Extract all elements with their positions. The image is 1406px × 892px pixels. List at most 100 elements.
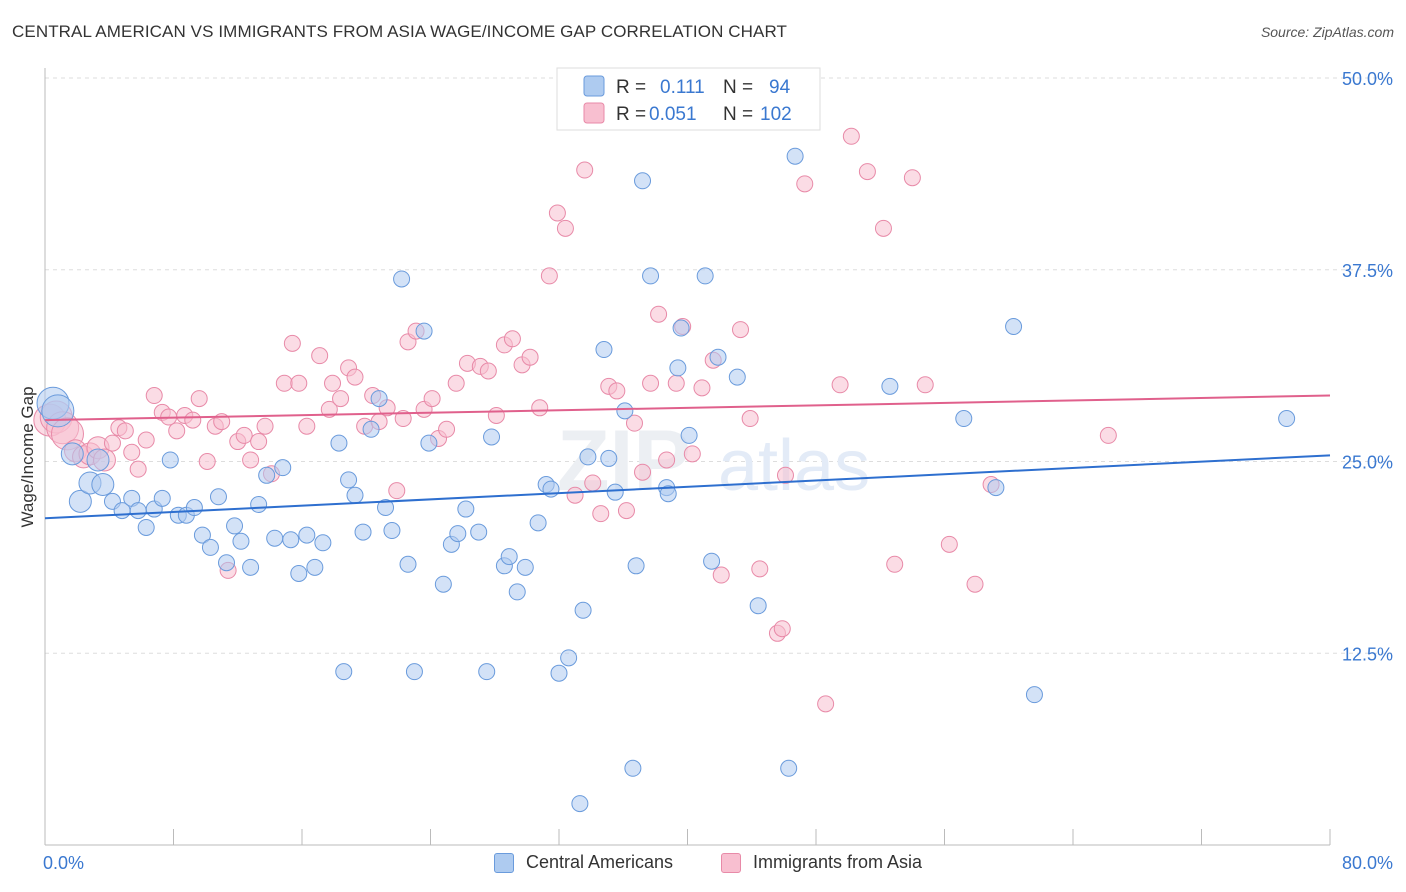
immigrants-from-asia-point — [576, 161, 594, 179]
central-americans-point — [606, 483, 624, 501]
central-americans-point — [282, 531, 300, 549]
immigrants-from-asia-point — [250, 433, 268, 451]
central-americans-point — [1278, 410, 1296, 428]
central-americans-point — [298, 526, 316, 544]
immigrants-from-asia-point — [642, 374, 660, 392]
central-americans-point — [218, 554, 236, 572]
immigrants-from-asia-point — [332, 390, 350, 408]
immigrants-from-asia-point — [346, 368, 364, 386]
immigrants-from-asia-point — [592, 505, 610, 523]
central-americans-point — [696, 267, 714, 285]
legend-swatch-immigrants-from-asia — [721, 852, 741, 873]
immigrants-from-asia-point — [886, 555, 904, 573]
central-americans-point — [137, 518, 155, 536]
immigrants-from-asia-point — [324, 374, 342, 392]
immigrants-from-asia-point — [548, 204, 566, 222]
central-americans-point — [642, 267, 660, 285]
central-americans-point — [1025, 686, 1043, 704]
central-americans-point — [500, 548, 518, 566]
immigrants-from-asia-point — [521, 348, 539, 366]
immigrants-from-asia-point — [320, 400, 338, 418]
central-americans-point — [314, 534, 332, 552]
immigrants-from-asia-point — [531, 399, 549, 417]
immigrants-from-asia-point — [817, 695, 835, 713]
central-americans-point — [60, 442, 84, 466]
central-americans-point — [728, 368, 746, 386]
immigrants-from-asia-point — [137, 431, 155, 449]
central-americans-point — [470, 523, 488, 541]
central-americans-point — [560, 649, 578, 667]
central-americans-point — [508, 583, 526, 601]
legend-item-immigrants-from-asia: Immigrants from Asia — [721, 852, 922, 873]
stats-swatch-blue — [583, 75, 605, 97]
immigrants-from-asia-point — [438, 420, 456, 438]
immigrants-from-asia-point — [388, 482, 406, 500]
central-americans-point — [399, 555, 417, 573]
immigrants-from-asia-point — [776, 466, 794, 484]
central-americans-point — [86, 448, 110, 472]
immigrants-from-asia-point — [773, 620, 791, 638]
central-americans-point — [274, 459, 292, 477]
immigrants-from-asia-point — [608, 382, 626, 400]
immigrants-from-asia-point — [1099, 426, 1117, 444]
stats-n-label-blue: N = — [723, 77, 753, 98]
central-americans-point — [383, 522, 401, 540]
legend-label-central-americans: Central Americans — [526, 852, 674, 872]
y-tick-label: 37.5% — [1342, 261, 1393, 281]
y-tick-label: 50.0% — [1342, 69, 1393, 89]
stats-n-value-pink: 102 — [760, 104, 792, 125]
immigrants-from-asia-point — [103, 434, 121, 452]
stats-n-label-pink: N = — [723, 104, 753, 125]
x-tick-label-min: 0.0% — [43, 853, 84, 873]
central-americans-point — [616, 402, 634, 420]
central-americans-point — [68, 489, 92, 513]
immigrants-from-asia-point — [298, 417, 316, 435]
x-tick-label-max: 80.0% — [1342, 853, 1393, 873]
immigrants-from-asia-point — [658, 451, 676, 469]
immigrants-from-asia-point — [311, 347, 329, 365]
central-americans-point — [672, 319, 690, 337]
series-central-americans-points — [36, 147, 1296, 813]
central-americans-point — [780, 759, 798, 777]
immigrants-from-asia-point — [290, 374, 308, 392]
immigrants-from-asia-point — [129, 460, 147, 478]
immigrants-from-asia-point — [916, 376, 934, 394]
immigrants-from-asia-point — [683, 445, 701, 463]
central-americans-point — [226, 517, 244, 535]
immigrants-from-asia-point — [503, 330, 521, 348]
immigrants-from-asia-point — [650, 305, 668, 323]
central-americans-point — [434, 575, 452, 593]
central-americans-point — [405, 663, 423, 681]
central-americans-point — [185, 499, 203, 517]
trend-lines — [44, 394, 1331, 520]
central-americans-point — [242, 558, 260, 576]
stats-r-value-blue: 0.111 — [660, 77, 705, 98]
axes: 0.0% 80.0% — [43, 68, 1393, 873]
central-americans-point — [209, 488, 227, 506]
stats-n-value-blue: 94 — [769, 77, 791, 98]
stats-r-label-pink: R = — [616, 104, 646, 125]
immigrants-from-asia-point — [190, 390, 208, 408]
central-americans-point — [483, 428, 501, 446]
y-axis-title: Wage/Income Gap — [18, 386, 37, 527]
central-americans-point — [600, 449, 618, 467]
immigrants-from-asia-point — [584, 474, 602, 492]
immigrants-from-asia-point — [275, 374, 293, 392]
immigrants-from-asia-point — [712, 566, 730, 584]
stats-swatch-pink — [583, 102, 605, 124]
central-americans-point — [362, 420, 380, 438]
central-americans-point — [595, 341, 613, 359]
central-americans-point — [330, 434, 348, 452]
central-americans-point — [703, 552, 721, 570]
legend-item-central-americans: Central Americans — [494, 852, 673, 873]
immigrants-from-asia-point — [556, 219, 574, 237]
central-americans-point — [258, 466, 276, 484]
central-americans-point — [420, 434, 438, 452]
central-americans-point — [370, 390, 388, 408]
central-americans-point — [955, 410, 973, 428]
trend-line-immigrants-from-asia — [44, 394, 1331, 422]
central-americans-point — [579, 448, 597, 466]
central-americans-point — [91, 473, 115, 497]
immigrants-from-asia-point — [831, 376, 849, 394]
immigrants-from-asia-point — [903, 169, 921, 187]
